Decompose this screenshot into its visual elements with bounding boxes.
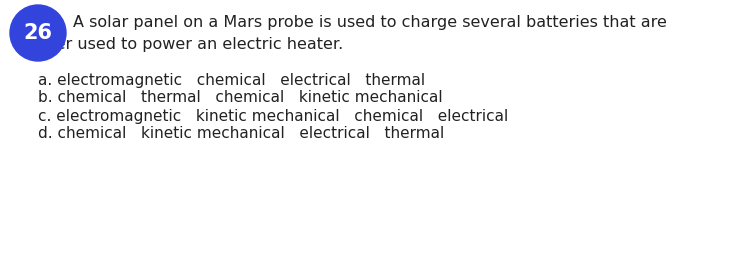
Text: later used to power an electric heater.: later used to power an electric heater. [35, 38, 344, 52]
Text: 26: 26 [23, 23, 52, 43]
Text: a. electromagnetic   chemical   electrical   thermal: a. electromagnetic chemical electrical t… [38, 73, 425, 87]
Text: c. electromagnetic   kinetic mechanical   chemical   electrical: c. electromagnetic kinetic mechanical ch… [38, 109, 508, 123]
Text: A solar panel on a Mars probe is used to charge several batteries that are: A solar panel on a Mars probe is used to… [73, 15, 667, 31]
Text: b. chemical   thermal   chemical   kinetic mechanical: b. chemical thermal chemical kinetic mec… [38, 90, 442, 106]
Circle shape [10, 5, 66, 61]
Text: d. chemical   kinetic mechanical   electrical   thermal: d. chemical kinetic mechanical electrica… [38, 127, 444, 141]
